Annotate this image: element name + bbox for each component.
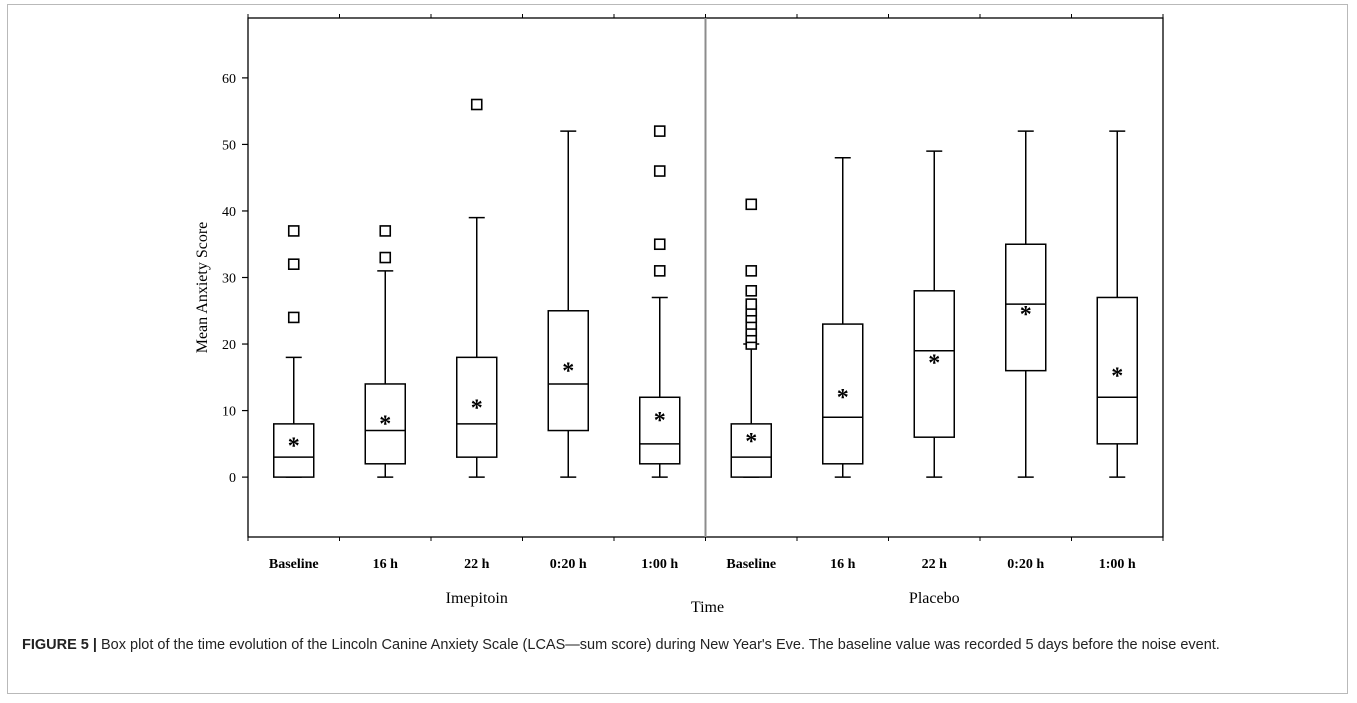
outlier-point bbox=[653, 165, 666, 177]
outlier-point bbox=[745, 298, 758, 310]
y-tick-label: 40 bbox=[222, 205, 236, 220]
box-plot-chart: 0 10 20 30 40 50 60 Mean Anxiety Score * Baseline… bbox=[194, 14, 1164, 616]
y-tick-label: 30 bbox=[222, 272, 236, 287]
iqr-box bbox=[1096, 296, 1138, 445]
x-tick-label: 0:20 h bbox=[1007, 557, 1044, 572]
outlier-point bbox=[379, 251, 392, 264]
x-tick-label: 0:20 h bbox=[550, 557, 587, 572]
outlier-point bbox=[287, 258, 300, 270]
x-tick-label: 16 h bbox=[373, 557, 399, 572]
mean-marker: * bbox=[1111, 364, 1123, 390]
outlier-point bbox=[653, 125, 666, 137]
x-tick-label: 22 h bbox=[922, 557, 948, 572]
outlier-point bbox=[470, 98, 483, 111]
y-tick-label: 0 bbox=[229, 471, 236, 486]
iqr-box bbox=[913, 290, 955, 438]
outlier-point bbox=[287, 311, 300, 324]
figure-caption-text: Box plot of the time evolution of the Li… bbox=[101, 637, 1220, 653]
mean-marker: * bbox=[288, 434, 300, 460]
figure-caption: FIGURE 5 | Box plot of the time evolutio… bbox=[22, 634, 1332, 656]
outlier-point bbox=[745, 285, 758, 297]
iqr-box bbox=[1005, 243, 1047, 372]
group-label: Placebo bbox=[909, 590, 960, 607]
iqr-box bbox=[456, 356, 498, 458]
outlier-point bbox=[653, 238, 666, 251]
x-axis-label: Time bbox=[691, 599, 724, 616]
y-axis-label: Mean Anxiety Score bbox=[194, 222, 211, 354]
group-label: Imepitoin bbox=[446, 590, 508, 607]
outlier-point bbox=[653, 265, 666, 277]
y-tick-label: 60 bbox=[222, 72, 236, 87]
iqr-box bbox=[273, 423, 315, 478]
y-tick-label: 10 bbox=[222, 405, 236, 420]
y-tick-label: 20 bbox=[222, 338, 236, 353]
x-tick-label: 1:00 h bbox=[1099, 557, 1136, 572]
figure-label: FIGURE 5 | bbox=[22, 637, 97, 653]
x-tick-label: 22 h bbox=[464, 557, 490, 572]
iqr-box bbox=[364, 383, 406, 465]
iqr-box bbox=[822, 323, 864, 465]
iqr-box bbox=[639, 396, 681, 465]
mean-marker: * bbox=[379, 412, 391, 438]
outlier-point bbox=[287, 225, 300, 237]
mean-marker: * bbox=[654, 408, 666, 434]
x-tick-label: 16 h bbox=[830, 557, 856, 572]
x-tick-label: Baseline bbox=[726, 557, 776, 572]
mean-marker: * bbox=[471, 396, 483, 422]
x-tick-label: Baseline bbox=[269, 557, 319, 572]
mean-marker: * bbox=[745, 429, 757, 455]
mean-marker: * bbox=[928, 350, 940, 376]
y-tick-label: 50 bbox=[222, 138, 236, 153]
outlier-point bbox=[745, 198, 758, 211]
iqr-box bbox=[547, 310, 589, 432]
outlier-point bbox=[379, 225, 392, 237]
mean-marker: * bbox=[1020, 302, 1032, 328]
mean-marker: * bbox=[562, 358, 574, 384]
outlier-point bbox=[745, 265, 758, 277]
iqr-box bbox=[730, 423, 772, 478]
mean-marker: * bbox=[837, 385, 849, 411]
x-tick-label: 1:00 h bbox=[641, 557, 678, 572]
